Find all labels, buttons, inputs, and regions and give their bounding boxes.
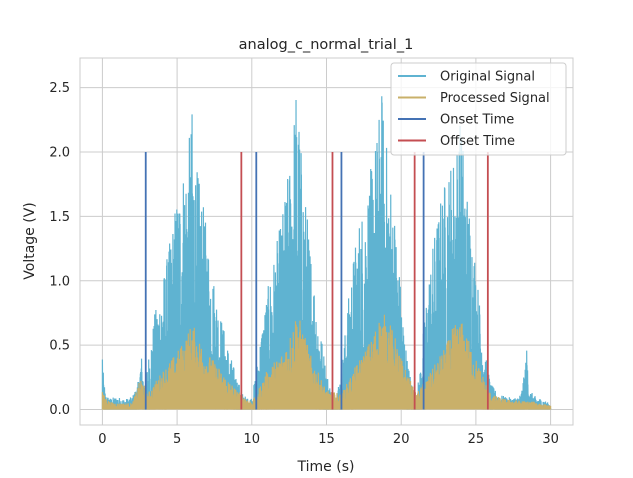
legend-label: Onset Time [440, 113, 514, 128]
legend-box [390, 62, 567, 156]
x-axis-label: Time (s) [297, 459, 355, 475]
y-tick-label: 0.0 [49, 403, 70, 418]
y-axis-ticks: 0.0 0.5 1.0 1.5 2.0 2.5 [49, 81, 70, 418]
y-tick-label: 2.0 [49, 146, 70, 161]
y-tick-label: 1.0 [49, 274, 70, 289]
plot-frame [79, 57, 574, 426]
chart-title: analog_c_normal_trial_1 [239, 37, 414, 53]
x-tick-label: 20 [393, 432, 410, 447]
legend: Original Signal Processed Signal Onset Tim… [390, 62, 567, 156]
y-tick-label: 0.5 [49, 339, 70, 354]
x-tick-label: 15 [318, 432, 335, 447]
y-axis-label: Voltage (V) [22, 202, 38, 279]
x-tick-label: 25 [468, 432, 485, 447]
y-tick-label: 2.5 [49, 81, 70, 96]
legend-label: Processed Signal [440, 91, 550, 106]
x-tick-label: 5 [173, 432, 181, 447]
plot-marks [101, 96, 552, 410]
x-tick-label: 0 [98, 432, 106, 447]
legend-label: Offset Time [440, 134, 515, 149]
x-tick-label: 10 [244, 432, 261, 447]
x-axis-ticks: 0 5 10 15 20 25 30 [98, 432, 559, 447]
x-tick-label: 30 [542, 432, 559, 447]
legend-label: Original Signal [440, 70, 535, 85]
processed-signal-series [101, 314, 552, 410]
y-tick-label: 1.5 [49, 210, 70, 225]
